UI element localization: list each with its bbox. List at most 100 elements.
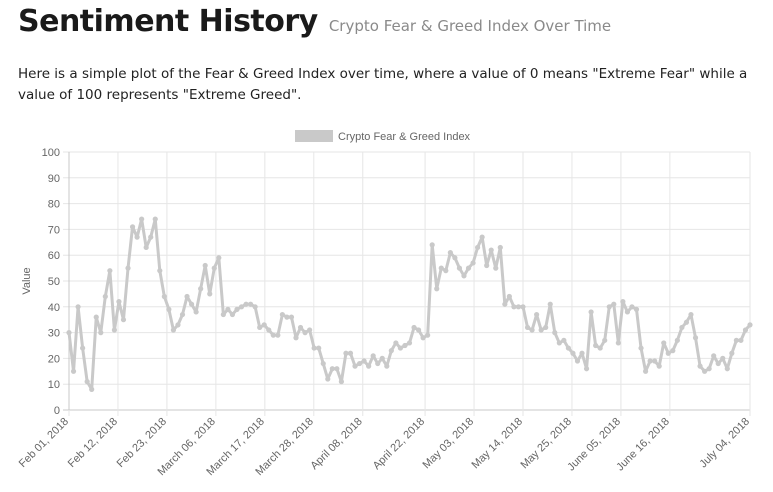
data-point xyxy=(606,304,612,310)
y-tick-label: 100 xyxy=(42,147,60,159)
data-point xyxy=(665,350,671,356)
data-point xyxy=(493,265,499,271)
y-tick-label: 20 xyxy=(48,353,60,365)
data-point xyxy=(211,265,217,271)
data-point xyxy=(652,358,658,364)
data-point xyxy=(538,327,544,333)
data-point xyxy=(547,301,553,307)
data-point xyxy=(702,368,708,374)
data-point xyxy=(688,311,694,318)
data-point xyxy=(111,327,117,333)
data-point xyxy=(275,332,281,338)
data-point xyxy=(184,293,190,300)
data-point xyxy=(434,286,440,292)
data-point xyxy=(534,311,540,318)
data-point xyxy=(475,244,481,251)
y-tick-label: 90 xyxy=(48,173,60,185)
data-point xyxy=(420,335,426,341)
x-tick-label: July 04, 2018 xyxy=(697,416,752,471)
data-point xyxy=(388,348,394,354)
data-point xyxy=(570,350,576,356)
data-point xyxy=(406,340,413,346)
data-point xyxy=(543,324,549,331)
data-point xyxy=(465,265,472,271)
data-point xyxy=(629,304,635,310)
data-point xyxy=(411,324,417,331)
x-tick-label: Feb 23, 2018 xyxy=(115,416,169,470)
data-point xyxy=(715,360,721,367)
data-point xyxy=(252,304,258,310)
data-point xyxy=(738,337,744,343)
data-point xyxy=(325,376,331,382)
data-point xyxy=(116,299,122,305)
data-point xyxy=(479,234,485,240)
data-point xyxy=(175,322,181,328)
legend-swatch xyxy=(295,130,333,142)
data-point xyxy=(198,286,204,292)
data-point xyxy=(602,337,608,343)
data-point xyxy=(266,327,272,333)
data-point xyxy=(334,366,340,372)
data-point xyxy=(429,242,435,248)
data-point xyxy=(80,345,86,351)
data-point xyxy=(415,327,422,333)
y-tick-label: 60 xyxy=(48,250,60,262)
data-point xyxy=(697,363,703,369)
data-point xyxy=(583,366,590,372)
y-axis-title: Value xyxy=(21,267,33,294)
data-point xyxy=(166,306,172,312)
data-point xyxy=(729,350,735,356)
data-point xyxy=(670,348,676,354)
data-point xyxy=(656,363,662,369)
data-point xyxy=(502,301,508,307)
data-point xyxy=(193,309,199,315)
data-point xyxy=(524,324,531,331)
data-point xyxy=(139,216,145,222)
data-point xyxy=(742,327,749,333)
data-point xyxy=(248,301,254,307)
data-point xyxy=(642,368,649,374)
data-point xyxy=(284,314,290,320)
data-point xyxy=(452,255,458,261)
data-point xyxy=(443,268,449,274)
data-point xyxy=(366,363,372,369)
data-point xyxy=(352,363,358,369)
x-tick-label: April 08, 2018 xyxy=(308,416,364,472)
data-point xyxy=(588,309,594,315)
data-point xyxy=(488,247,494,253)
y-tick-label: 50 xyxy=(48,276,60,288)
data-point xyxy=(152,216,158,222)
data-point xyxy=(207,291,213,297)
x-tick-label: May 25, 2018 xyxy=(518,416,574,472)
data-point xyxy=(143,244,149,251)
data-point xyxy=(338,379,344,385)
data-point xyxy=(297,324,304,331)
data-point xyxy=(316,345,322,351)
data-point xyxy=(497,244,503,251)
data-point xyxy=(683,319,690,325)
x-tick-label: May 03, 2018 xyxy=(421,416,477,472)
data-point xyxy=(125,265,131,271)
data-point xyxy=(393,340,399,346)
data-point xyxy=(638,345,644,351)
data-point xyxy=(375,360,381,367)
data-point xyxy=(320,360,326,367)
y-tick-label: 80 xyxy=(48,199,60,211)
y-tick-label: 0 xyxy=(54,405,60,417)
data-point xyxy=(470,260,476,266)
data-point xyxy=(747,322,753,328)
data-point xyxy=(384,363,390,369)
data-point xyxy=(706,366,712,372)
data-point xyxy=(120,317,127,323)
data-point xyxy=(234,306,240,312)
data-point xyxy=(75,304,81,310)
data-point xyxy=(720,355,726,361)
data-point xyxy=(157,268,163,274)
data-point xyxy=(733,337,739,343)
data-point xyxy=(711,353,717,359)
data-point xyxy=(379,355,385,361)
data-point xyxy=(529,327,535,333)
data-point xyxy=(624,309,631,315)
data-point xyxy=(302,330,308,336)
data-point xyxy=(611,301,617,307)
